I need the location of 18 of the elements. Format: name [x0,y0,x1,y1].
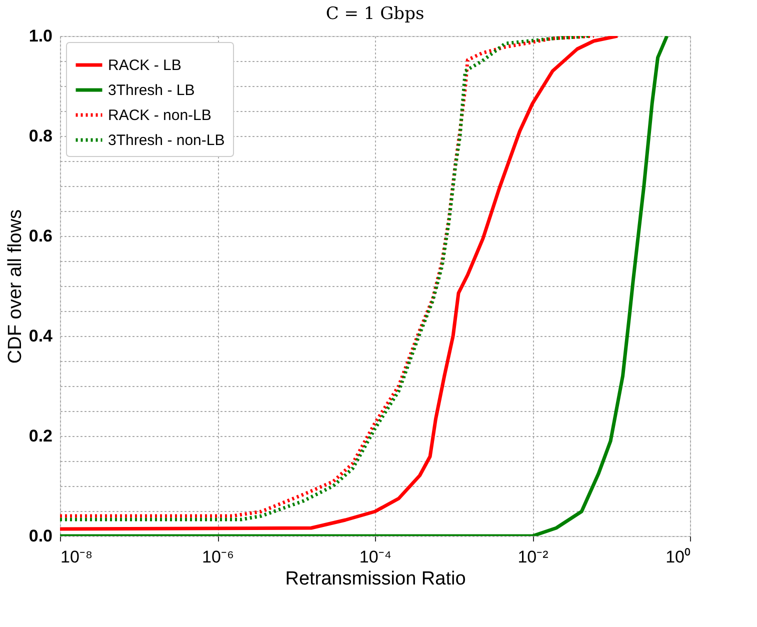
legend-label: 3Thresh - non-LB [108,132,225,149]
x-tick-label: 10⁻⁶ [202,548,234,566]
y-tick-label: 0.0 [28,526,52,546]
y-tick-label: 0.2 [28,426,52,446]
chart-title: C = 1 Gbps [326,4,424,24]
x-axis-title: Retransmission Ratio [285,568,466,590]
x-tick-label: 10⁻² [518,548,549,566]
y-tick-label: 0.4 [28,326,54,346]
y-axis-title: CDF over all flows [4,209,26,364]
legend-label: RACK - non-LB [108,107,212,124]
y-tick-label: 0.8 [28,126,52,146]
legend-label: RACK - LB [108,57,182,74]
x-tick-label: 10⁰ [666,548,690,566]
y-tick-label: 1.0 [28,26,52,46]
legend-label: 3Thresh - LB [108,82,195,99]
x-tick-label: 10⁻⁸ [60,548,93,566]
y-tick-label: 0.6 [28,226,52,246]
x-tick-label: 10⁻⁴ [359,548,392,566]
